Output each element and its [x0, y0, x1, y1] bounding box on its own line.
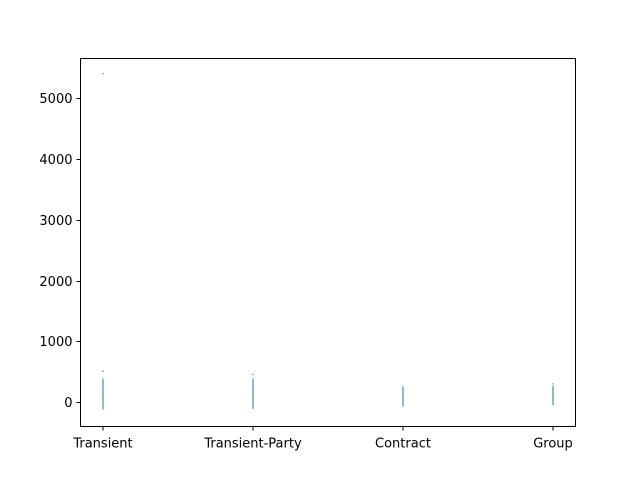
outlier-group-0 — [552, 383, 554, 385]
y-tick-label-4000: 4000 — [39, 153, 72, 168]
y-tick-label-1000: 1000 — [39, 335, 72, 350]
y-tick-label-2000: 2000 — [39, 275, 72, 290]
y-tick-label-0: 0 — [64, 396, 72, 411]
outlier-transient-1 — [102, 73, 104, 75]
outlier-transient-party-0 — [252, 373, 254, 376]
x-tick-label-transient-party: Transient-Party — [203, 437, 302, 452]
x-tick-label-group: Group — [533, 437, 573, 452]
x-tick-label-transient: Transient — [72, 437, 132, 452]
x-tick-label-contract: Contract — [375, 437, 431, 452]
y-tick-label-3000: 3000 — [39, 214, 72, 229]
y-tick-label-5000: 5000 — [39, 92, 72, 107]
plot-frame — [80, 58, 576, 427]
outlier-transient-0 — [102, 370, 104, 372]
